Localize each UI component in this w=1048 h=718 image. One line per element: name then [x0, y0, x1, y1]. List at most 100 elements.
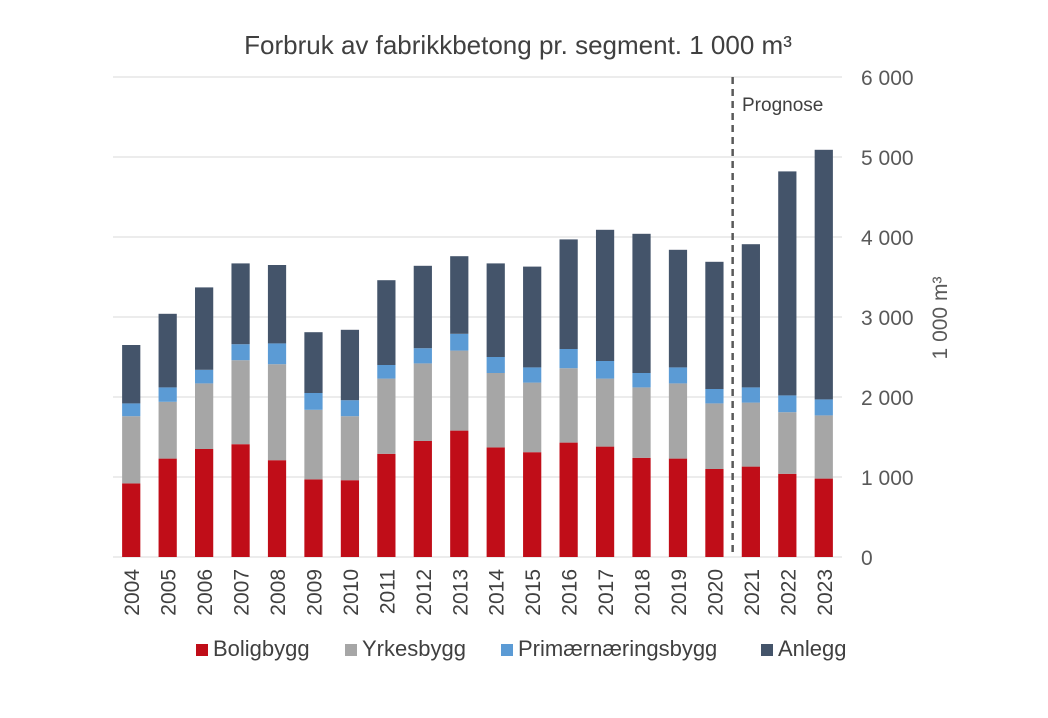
bar-anlegg-2017: [595, 229, 615, 361]
x-tick-label: 2007: [231, 569, 254, 616]
y-tick-label: 5 000: [861, 147, 914, 170]
bar-yrkesbygg-2006: [195, 383, 214, 449]
bar-yrkesbygg-2010: [340, 416, 360, 481]
bar-primærnæringsbygg-2014: [486, 357, 505, 373]
bar-anlegg-2021: [741, 244, 760, 388]
x-tick-label: 2022: [777, 569, 800, 616]
bar-primærnæringsbygg-2020: [705, 389, 724, 404]
bar-yrkesbygg-2011: [377, 378, 396, 454]
bar-boligbygg-2011: [377, 453, 396, 557]
bar-anlegg-2014: [486, 263, 505, 357]
bar-boligbygg-2009: [304, 479, 323, 557]
bar-anlegg-2015: [523, 266, 542, 368]
bar-yrkesbygg-2005: [158, 401, 177, 459]
bar-primærnæringsbygg-2018: [632, 373, 651, 388]
bar-boligbygg-2023: [814, 478, 833, 557]
bar-yrkesbygg-2020: [705, 403, 724, 469]
bar-boligbygg-2017: [595, 446, 615, 557]
legend-swatch-yrkesbygg: [345, 644, 357, 656]
bar-boligbygg-2004: [122, 483, 141, 557]
bar-boligbygg-2015: [523, 452, 542, 557]
bar-primærnæringsbygg-2007: [231, 344, 250, 361]
bars: [122, 149, 833, 557]
bar-yrkesbygg-2012: [413, 363, 432, 441]
bar-boligbygg-2012: [413, 441, 432, 557]
bar-primærnæringsbygg-2023: [814, 399, 833, 416]
bar-boligbygg-2018: [632, 457, 651, 557]
bar-anlegg-2004: [122, 345, 141, 404]
bar-boligbygg-2016: [559, 442, 578, 557]
bar-primærnæringsbygg-2012: [413, 348, 432, 364]
bar-boligbygg-2006: [195, 449, 214, 557]
bar-primærnæringsbygg-2004: [122, 403, 141, 417]
x-tick-label: 2023: [814, 569, 837, 616]
x-tick-label: 2020: [704, 569, 727, 616]
x-tick-label: 2013: [449, 569, 472, 616]
bar-yrkesbygg-2004: [122, 416, 141, 484]
bar-anlegg-2006: [195, 287, 214, 370]
chart-title: Forbruk av fabrikkbetong pr. segment. 1 …: [244, 30, 792, 60]
x-tick-label: 2021: [741, 569, 764, 616]
x-tick-labels: 2004 2005 2006 2007 2008 2009 2010 2011 2012 2013…: [121, 569, 837, 616]
bar-primærnæringsbygg-2011: [377, 365, 396, 379]
bar-yrkesbygg-2017: [595, 378, 615, 447]
bar-boligbygg-2014: [486, 447, 505, 557]
bar-anlegg-2016: [559, 239, 578, 349]
x-tick-label: 2004: [121, 569, 144, 616]
bar-anlegg-2013: [450, 256, 469, 334]
bar-primærnæringsbygg-2008: [267, 343, 287, 365]
bar-anlegg-2019: [668, 249, 688, 368]
bar-boligbygg-2005: [158, 458, 177, 557]
bar-boligbygg-2013: [450, 430, 469, 557]
x-tick-label: 2011: [376, 569, 399, 614]
bar-yrkesbygg-2009: [304, 409, 323, 480]
y-tick-label: 2 000: [861, 387, 914, 410]
bar-anlegg-2023: [814, 149, 833, 400]
bar-yrkesbygg-2015: [523, 382, 542, 453]
x-tick-label: 2017: [595, 569, 618, 616]
bar-boligbygg-2020: [705, 469, 724, 557]
bar-primærnæringsbygg-2015: [523, 367, 542, 383]
x-tick-label: 2014: [486, 569, 509, 616]
x-tick-label: 2019: [668, 569, 691, 616]
bar-boligbygg-2019: [668, 458, 688, 557]
legend-label-anlegg: Anlegg: [778, 636, 847, 661]
bar-boligbygg-2021: [741, 466, 760, 557]
x-tick-label: 2009: [303, 569, 326, 616]
bar-yrkesbygg-2013: [450, 350, 469, 431]
bar-primærnæringsbygg-2013: [450, 333, 469, 351]
bar-anlegg-2012: [413, 265, 432, 349]
x-tick-label: 2018: [632, 569, 655, 616]
bar-yrkesbygg-2023: [814, 415, 833, 479]
bar-yrkesbygg-2016: [559, 368, 578, 443]
bar-yrkesbygg-2008: [267, 364, 287, 461]
bar-primærnæringsbygg-2016: [559, 349, 578, 369]
legend: Boligbygg Yrkesbygg Primærnæringsbygg Anleg…: [196, 636, 847, 661]
x-tick-label: 2016: [559, 569, 582, 616]
bar-boligbygg-2007: [231, 444, 250, 557]
x-tick-label: 2008: [267, 569, 290, 616]
bar-yrkesbygg-2014: [486, 373, 505, 448]
bar-primærnæringsbygg-2017: [595, 361, 615, 379]
bar-yrkesbygg-2018: [632, 387, 651, 458]
y-tick-label: 3 000: [861, 307, 914, 330]
bar-anlegg-2010: [340, 329, 360, 401]
y-tick-label: 0: [861, 547, 873, 570]
x-tick-label: 2005: [158, 569, 181, 616]
x-tick-label: 2006: [194, 569, 217, 616]
bar-anlegg-2022: [778, 171, 797, 396]
forecast-label: Prognose: [742, 95, 823, 116]
y-tick-label: 4 000: [861, 227, 914, 250]
annotations: Prognose: [731, 77, 823, 557]
bar-boligbygg-2008: [267, 460, 287, 557]
y-tick-label: 6 000: [861, 67, 914, 90]
bar-primærnæringsbygg-2021: [741, 387, 760, 403]
legend-swatch-anlegg: [761, 644, 773, 656]
bar-primærnæringsbygg-2009: [304, 393, 323, 410]
y-axis-label: 1 000 m³: [929, 277, 952, 360]
bar-anlegg-2020: [705, 261, 724, 389]
bar-yrkesbygg-2022: [778, 412, 797, 474]
legend-swatch-boligbygg: [196, 644, 208, 656]
